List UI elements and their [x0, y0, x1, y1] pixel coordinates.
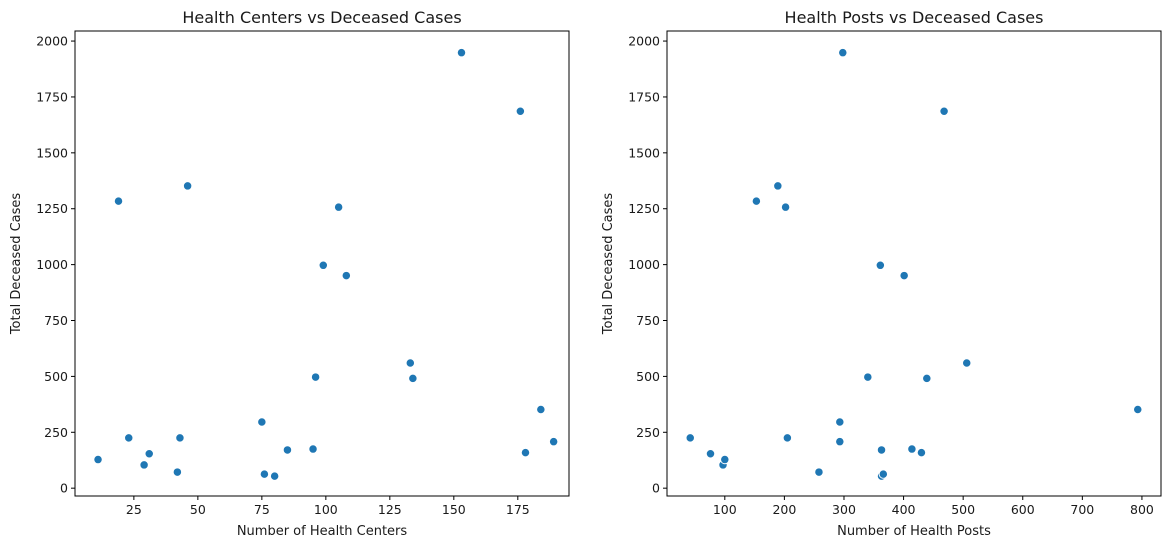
data-point — [515, 106, 526, 116]
data-point — [876, 445, 887, 455]
y-tick-label: 0 — [60, 481, 68, 496]
x-tick-label: 100 — [314, 502, 338, 517]
chart-title: Health Centers vs Deceased Cases — [182, 8, 461, 27]
x-axis-label: Number of Health Centers — [237, 524, 408, 539]
x-tick-label: 700 — [1070, 502, 1094, 517]
data-point — [257, 417, 267, 427]
data-point — [751, 196, 762, 206]
data-point — [916, 447, 927, 458]
data-point — [835, 437, 845, 447]
data-point — [773, 181, 783, 191]
data-point — [93, 454, 103, 465]
y-axis-label: Total Deceased Cases — [9, 193, 24, 336]
y-tick-label: 1000 — [36, 257, 68, 272]
data-point — [318, 260, 328, 270]
x-axis-label: Number of Health Posts — [837, 524, 991, 539]
data-point — [780, 202, 791, 212]
y-tick-label: 1750 — [36, 89, 68, 104]
y-tick-label: 1000 — [628, 257, 660, 272]
data-point — [536, 404, 546, 415]
y-tick-label: 750 — [44, 313, 68, 328]
x-tick-label: 600 — [1011, 502, 1035, 517]
data-point — [814, 467, 824, 477]
data-point — [705, 449, 716, 459]
x-tick-label: 150 — [442, 502, 466, 517]
x-tick-label: 50 — [190, 502, 206, 517]
data-point — [863, 372, 873, 382]
data-point — [405, 358, 415, 368]
y-tick-label: 1750 — [628, 89, 660, 104]
data-point — [341, 270, 351, 281]
data-point — [939, 106, 949, 116]
y-axis-label: Total Deceased Cases — [601, 193, 616, 336]
x-tick-label: 200 — [772, 502, 796, 517]
axes-frame — [74, 30, 570, 497]
x-tick-label: 125 — [378, 502, 402, 517]
data-point — [182, 181, 193, 191]
x-tick-label: 100 — [713, 502, 737, 517]
y-tick-label: 750 — [636, 313, 660, 328]
data-point — [838, 48, 848, 58]
y-tick-label: 2000 — [36, 34, 68, 49]
x-tick-label: 25 — [126, 502, 142, 517]
data-point — [310, 372, 321, 382]
data-point — [835, 417, 845, 427]
data-point — [907, 444, 917, 454]
chart-title: Health Posts vs Deceased Cases — [785, 8, 1044, 27]
data-point — [878, 469, 888, 479]
axes-frame — [666, 30, 1162, 497]
data-point — [175, 433, 185, 443]
y-tick-label: 500 — [636, 369, 660, 384]
x-tick-label: 75 — [254, 502, 270, 517]
y-tick-label: 1500 — [628, 145, 660, 160]
subplot-2: Health Posts vs Deceased Cases 100 200 300 4… — [601, 8, 1162, 539]
y-tick-label: 0 — [652, 481, 660, 496]
data-point — [685, 433, 695, 443]
data-point — [269, 471, 280, 481]
data-point — [139, 460, 149, 470]
data-point — [333, 202, 344, 212]
x-tick-label: 800 — [1130, 502, 1154, 517]
data-point — [172, 467, 183, 477]
data-point — [520, 447, 531, 458]
y-tick-label: 1250 — [36, 201, 68, 216]
data-point — [144, 449, 154, 459]
y-tick-label: 1500 — [36, 145, 68, 160]
x-tick-label: 175 — [506, 502, 530, 517]
data-point — [548, 437, 559, 447]
data-point — [113, 196, 124, 206]
data-point — [308, 444, 318, 454]
data-point — [408, 373, 418, 384]
data-point — [456, 48, 467, 58]
data-point — [1133, 404, 1143, 415]
y-tick-label: 250 — [44, 425, 68, 440]
data-point — [282, 445, 293, 455]
data-point — [124, 433, 134, 443]
data-point — [962, 358, 972, 368]
y-tick-label: 250 — [636, 425, 660, 440]
y-tick-label: 500 — [44, 369, 68, 384]
data-point — [720, 454, 730, 465]
data-point — [259, 469, 270, 479]
y-tick-label: 2000 — [628, 34, 660, 49]
data-point — [899, 270, 909, 281]
data-point — [922, 373, 932, 384]
y-tick-label: 1250 — [628, 201, 660, 216]
x-tick-label: 500 — [951, 502, 975, 517]
data-point — [782, 433, 793, 443]
x-tick-label: 300 — [832, 502, 856, 517]
x-tick-label: 400 — [892, 502, 916, 517]
data-point — [875, 260, 885, 270]
subplot-1: Health Centers vs Deceased Cases 25 50 75 10… — [9, 8, 570, 539]
